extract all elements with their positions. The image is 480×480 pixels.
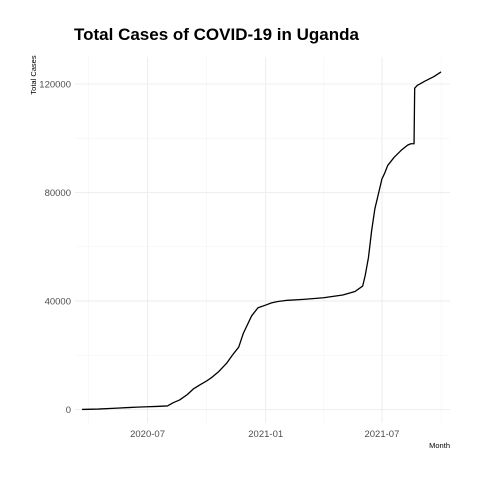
chart-title: Total Cases of COVID-19 in Uganda [74,25,359,44]
x-tick-label: 2021-01 [248,429,283,440]
x-tick-label: 2020-07 [130,429,165,440]
gridlines [75,57,450,423]
x-tick-label: 2021-07 [364,429,399,440]
tick-labels: 0 40000 80000 120000 2020-07 2021-01 2021-07 [39,80,399,440]
y-tick-label: 80000 [45,188,71,199]
series-line-0 [82,71,442,411]
y-tick-label: 40000 [45,297,71,308]
series-layer [82,71,442,411]
y-tick-label: 0 [66,405,71,416]
y-axis-title: Total Cases [29,55,38,94]
x-axis-title: Month [429,441,450,450]
y-tick-label: 120000 [39,80,71,91]
